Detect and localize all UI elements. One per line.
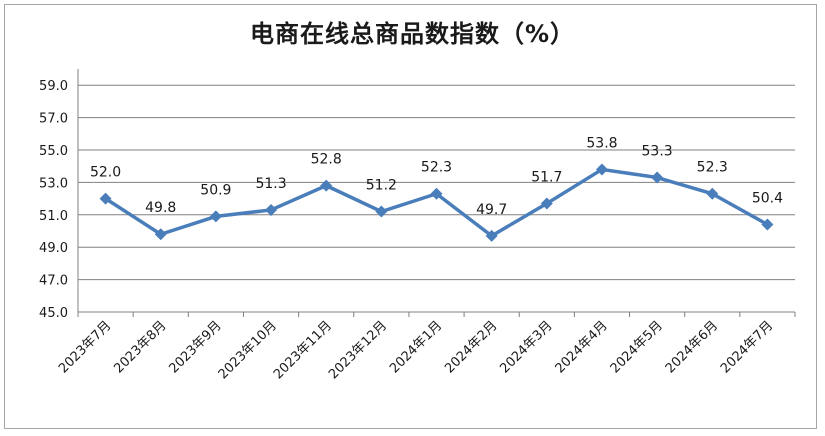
data-label: 52.0 bbox=[90, 165, 121, 181]
chart-frame bbox=[4, 4, 817, 429]
x-tick-label: 2024年5月 bbox=[608, 318, 666, 376]
y-tick-label: 45.0 bbox=[39, 306, 68, 321]
x-tick-label: 2024年1月 bbox=[387, 318, 445, 376]
x-tick-label: 2023年7月 bbox=[56, 318, 114, 376]
gridlines bbox=[78, 84, 795, 281]
x-tick-label: 2024年3月 bbox=[497, 318, 555, 376]
data-label: 52.8 bbox=[311, 152, 342, 168]
data-point-marker bbox=[761, 218, 774, 231]
data-label: 52.3 bbox=[421, 160, 452, 176]
data-label: 53.3 bbox=[642, 144, 673, 160]
data-label: 50.4 bbox=[752, 191, 783, 207]
data-point-marker bbox=[706, 187, 719, 200]
data-label: 51.2 bbox=[366, 178, 397, 194]
data-point-marker bbox=[265, 203, 278, 216]
x-tick-labels: 2023年7月2023年8月2023年9月2023年10月2023年11月202… bbox=[56, 318, 776, 382]
x-tick-label: 2023年9月 bbox=[166, 318, 224, 376]
y-tick-labels: 45.0 47.0 49.0 51.0 53.0 55.0 57.0 59.0 bbox=[39, 79, 68, 321]
x-tick-label: 2023年8月 bbox=[111, 318, 169, 376]
axes bbox=[77, 69, 796, 317]
y-tick-label: 47.0 bbox=[39, 274, 68, 289]
y-tick-label: 51.0 bbox=[39, 209, 68, 224]
y-tick-label: 55.0 bbox=[39, 144, 68, 159]
x-tick-label: 2023年12月 bbox=[326, 318, 390, 382]
data-point-marker bbox=[375, 205, 388, 218]
data-point-marker bbox=[485, 229, 498, 242]
data-label: 52.3 bbox=[697, 160, 728, 176]
data-point-marker bbox=[320, 179, 333, 192]
series-line bbox=[99, 163, 774, 242]
data-point-marker bbox=[209, 210, 222, 223]
y-tick-label: 57.0 bbox=[39, 112, 68, 127]
data-label: 50.9 bbox=[200, 182, 231, 198]
x-tick-label: 2024年6月 bbox=[663, 318, 721, 376]
data-point-marker bbox=[540, 197, 553, 210]
series-line-path bbox=[104, 167, 769, 238]
y-tick-label: 53.0 bbox=[39, 176, 68, 191]
data-point-marker bbox=[595, 163, 608, 176]
y-tick-label: 49.0 bbox=[39, 241, 68, 256]
data-point-marker bbox=[154, 228, 167, 241]
chart-title: 电商在线总商品数指数（%） bbox=[249, 20, 576, 48]
data-label: 51.7 bbox=[531, 169, 562, 185]
x-tick-label: 2023年10月 bbox=[216, 318, 280, 382]
data-label: 49.8 bbox=[145, 200, 176, 216]
data-labels: 52.0 49.8 50.9 51.3 52.8 51.2 52.3 49.7 51.7 53.8… bbox=[90, 135, 783, 217]
data-point-marker bbox=[99, 192, 112, 205]
x-tick-label: 2024年7月 bbox=[718, 318, 776, 376]
data-point-marker bbox=[651, 171, 664, 184]
x-tick-label: 2023年11月 bbox=[271, 318, 335, 382]
data-point-marker bbox=[430, 187, 443, 200]
data-label: 53.8 bbox=[586, 135, 617, 151]
x-tick-label: 2024年2月 bbox=[442, 318, 500, 376]
y-tick-label: 59.0 bbox=[39, 79, 68, 94]
data-label: 51.3 bbox=[255, 176, 286, 192]
data-label: 49.7 bbox=[476, 202, 507, 218]
x-tick-label: 2024年4月 bbox=[553, 318, 611, 376]
